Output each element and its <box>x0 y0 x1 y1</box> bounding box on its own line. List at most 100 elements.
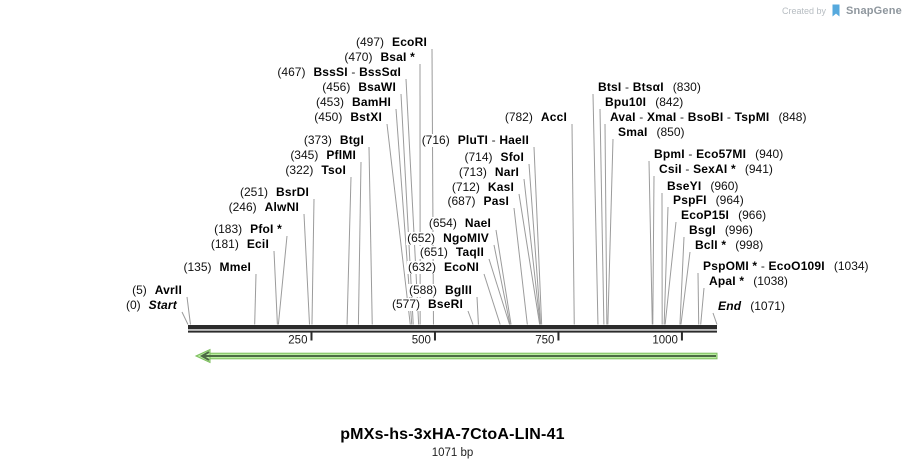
site-label-bsawi[interactable]: (456) BsaWI <box>321 81 397 94</box>
site-label-sfoi[interactable]: (714) SfoI <box>463 150 525 164</box>
site-label-nari[interactable]: (713) NarI <box>457 165 520 179</box>
leader-line-kasi <box>518 193 541 325</box>
site-label-bsrdi[interactable]: (251) BsrDI <box>238 186 310 199</box>
site-label-pspfi[interactable]: PspFI (964) <box>672 194 745 207</box>
ruler-label-1000: 1000 <box>652 335 678 347</box>
site-enzyme-name: MmeI <box>219 260 251 274</box>
site-label-bsai[interactable]: (470) BsaI * <box>343 51 416 64</box>
site-label-mmei[interactable]: (135) MmeI <box>182 260 252 274</box>
ruler-label-750: 750 <box>535 335 554 347</box>
site-position: (1034) <box>833 259 869 273</box>
site-label-bpu10i[interactable]: Bpu10I (842) <box>604 95 685 109</box>
site-enzyme-name: PasI <box>483 194 509 208</box>
leader-line-start <box>181 311 189 325</box>
site-enzyme-name: SfoI <box>500 150 524 164</box>
site-label-bamhi[interactable]: (453) BamHI <box>314 95 392 109</box>
site-enzyme-name: NaeI <box>464 216 491 230</box>
site-position: (964) <box>715 193 744 207</box>
leader-line-bsgi <box>679 236 685 325</box>
site-label-econi[interactable]: (632) EcoNI <box>406 261 480 274</box>
site-position: (782) <box>504 110 533 124</box>
site-position: (713) <box>458 165 487 179</box>
site-enzyme-name: PspFI <box>673 193 707 207</box>
feature-arrow[interactable] <box>194 348 718 364</box>
leader-line-pasi <box>513 207 528 325</box>
sequence-bar-underline <box>188 330 717 333</box>
site-label-bcli[interactable]: BclI * (998) <box>694 238 765 252</box>
site-label-pluti[interactable]: (716) PluTI - HaeII <box>420 133 530 147</box>
leader-line-bglii <box>476 296 479 325</box>
site-enzyme-name: NarI <box>494 165 519 179</box>
site-label-bseri[interactable]: (577) BseRI <box>390 297 464 311</box>
leader-line-acci <box>571 123 575 325</box>
site-position: (842) <box>655 95 684 109</box>
site-label-ngomiv[interactable]: (652) NgoMIV <box>406 232 490 245</box>
site-label-avrii[interactable]: (5) AvrII <box>131 284 183 297</box>
site-enzyme-name: BseRI <box>427 297 463 311</box>
site-label-apai[interactable]: ApaI * (1038) <box>708 275 789 288</box>
site-enzyme-name: BsaWI <box>358 80 396 94</box>
site-label-ecori[interactable]: (497) EcoRI <box>354 35 428 49</box>
site-label-alwni[interactable]: (246) AlwNI <box>227 200 300 214</box>
site-label-bpmi[interactable]: BpmI - Eco57MI (940) <box>653 148 785 161</box>
leader-line-end <box>712 312 718 325</box>
site-label-start[interactable]: (0) Start <box>124 298 178 312</box>
site-enzyme-name: AvrII <box>154 283 182 297</box>
site-label-ecii[interactable]: (181) EciI <box>209 237 270 251</box>
site-label-end[interactable]: End (1071) <box>717 300 786 313</box>
site-label-pasi[interactable]: (687) PasI <box>446 195 510 208</box>
site-enzyme-name: AlwNI <box>264 200 299 214</box>
site-label-bseyi[interactable]: BseYI (960) <box>666 179 740 193</box>
site-enzyme-name: AccI <box>540 110 567 124</box>
site-enzyme-name: BsgI <box>689 223 716 237</box>
site-position: (246) <box>228 200 257 214</box>
site-label-smai[interactable]: SmaI (850) <box>617 126 686 139</box>
site-label-btsi[interactable]: BtsI - BtsαI (830) <box>597 81 702 94</box>
site-label-pflmi[interactable]: (345) PflMI <box>289 149 357 162</box>
ruler-label-500: 500 <box>412 335 431 347</box>
leader-line-bsrdi <box>311 198 315 325</box>
leader-line-econi <box>483 273 501 325</box>
site-position: (712) <box>451 180 480 194</box>
site-label-bsssi[interactable]: (467) BssSI - BssSαI <box>276 66 402 79</box>
leader-line-apai <box>700 287 705 325</box>
site-position: (577) <box>391 297 420 311</box>
site-label-bsgi[interactable]: BsgI (996) <box>688 224 754 237</box>
leader-line-csii <box>652 175 655 325</box>
site-label-bstxi[interactable]: (450) BstXI <box>313 111 383 124</box>
site-enzyme-name: BseYI <box>667 179 702 193</box>
site-position: (687) <box>447 194 476 208</box>
site-enzyme-name: BtsI - BtsαI <box>598 80 664 94</box>
site-label-bglii[interactable]: (588) BglII <box>407 284 473 297</box>
leader-line-taqii <box>488 258 511 325</box>
site-label-kasi[interactable]: (712) KasI <box>450 180 515 194</box>
watermark-brand: SnapGene <box>845 4 902 17</box>
site-enzyme-name: EciI <box>246 237 269 251</box>
site-enzyme-name: BclI * <box>695 238 727 252</box>
site-position: (5) <box>132 283 147 297</box>
site-label-naei[interactable]: (654) NaeI <box>427 216 492 230</box>
site-position: (714) <box>464 150 493 164</box>
site-label-tsoi[interactable]: (322) TsoI <box>284 164 347 177</box>
site-position: (497) <box>355 35 384 49</box>
site-label-csii[interactable]: CsiI - SexAI * (941) <box>658 163 774 176</box>
site-label-avai[interactable]: AvaI - XmaI - BsoBI - TspMI (848) <box>609 111 808 124</box>
leader-line-pluti <box>533 146 543 325</box>
leader-line-alwni <box>303 213 311 325</box>
site-label-acci[interactable]: (782) AccI <box>503 110 568 124</box>
site-position: (470) <box>344 50 373 64</box>
site-label-ecop15i[interactable]: EcoP15I (966) <box>680 209 768 222</box>
site-enzyme-name: BamHI <box>351 95 391 109</box>
snapgene-logo-icon <box>832 4 840 17</box>
leader-line-ngomiv <box>493 244 511 325</box>
site-label-taqii[interactable]: (651) TaqII <box>418 246 485 259</box>
site-label-pspomi[interactable]: PspOMI * - EcoO109I (1034) <box>702 260 870 273</box>
site-label-btgi[interactable]: (373) BtgI <box>302 134 365 147</box>
leader-line-btgi <box>368 146 373 325</box>
site-position: (0) <box>125 298 141 312</box>
site-label-pfoi[interactable]: (183) PfoI * <box>213 223 283 236</box>
site-enzyme-name: EcoRI <box>391 35 427 49</box>
site-position: (716) <box>421 133 450 147</box>
